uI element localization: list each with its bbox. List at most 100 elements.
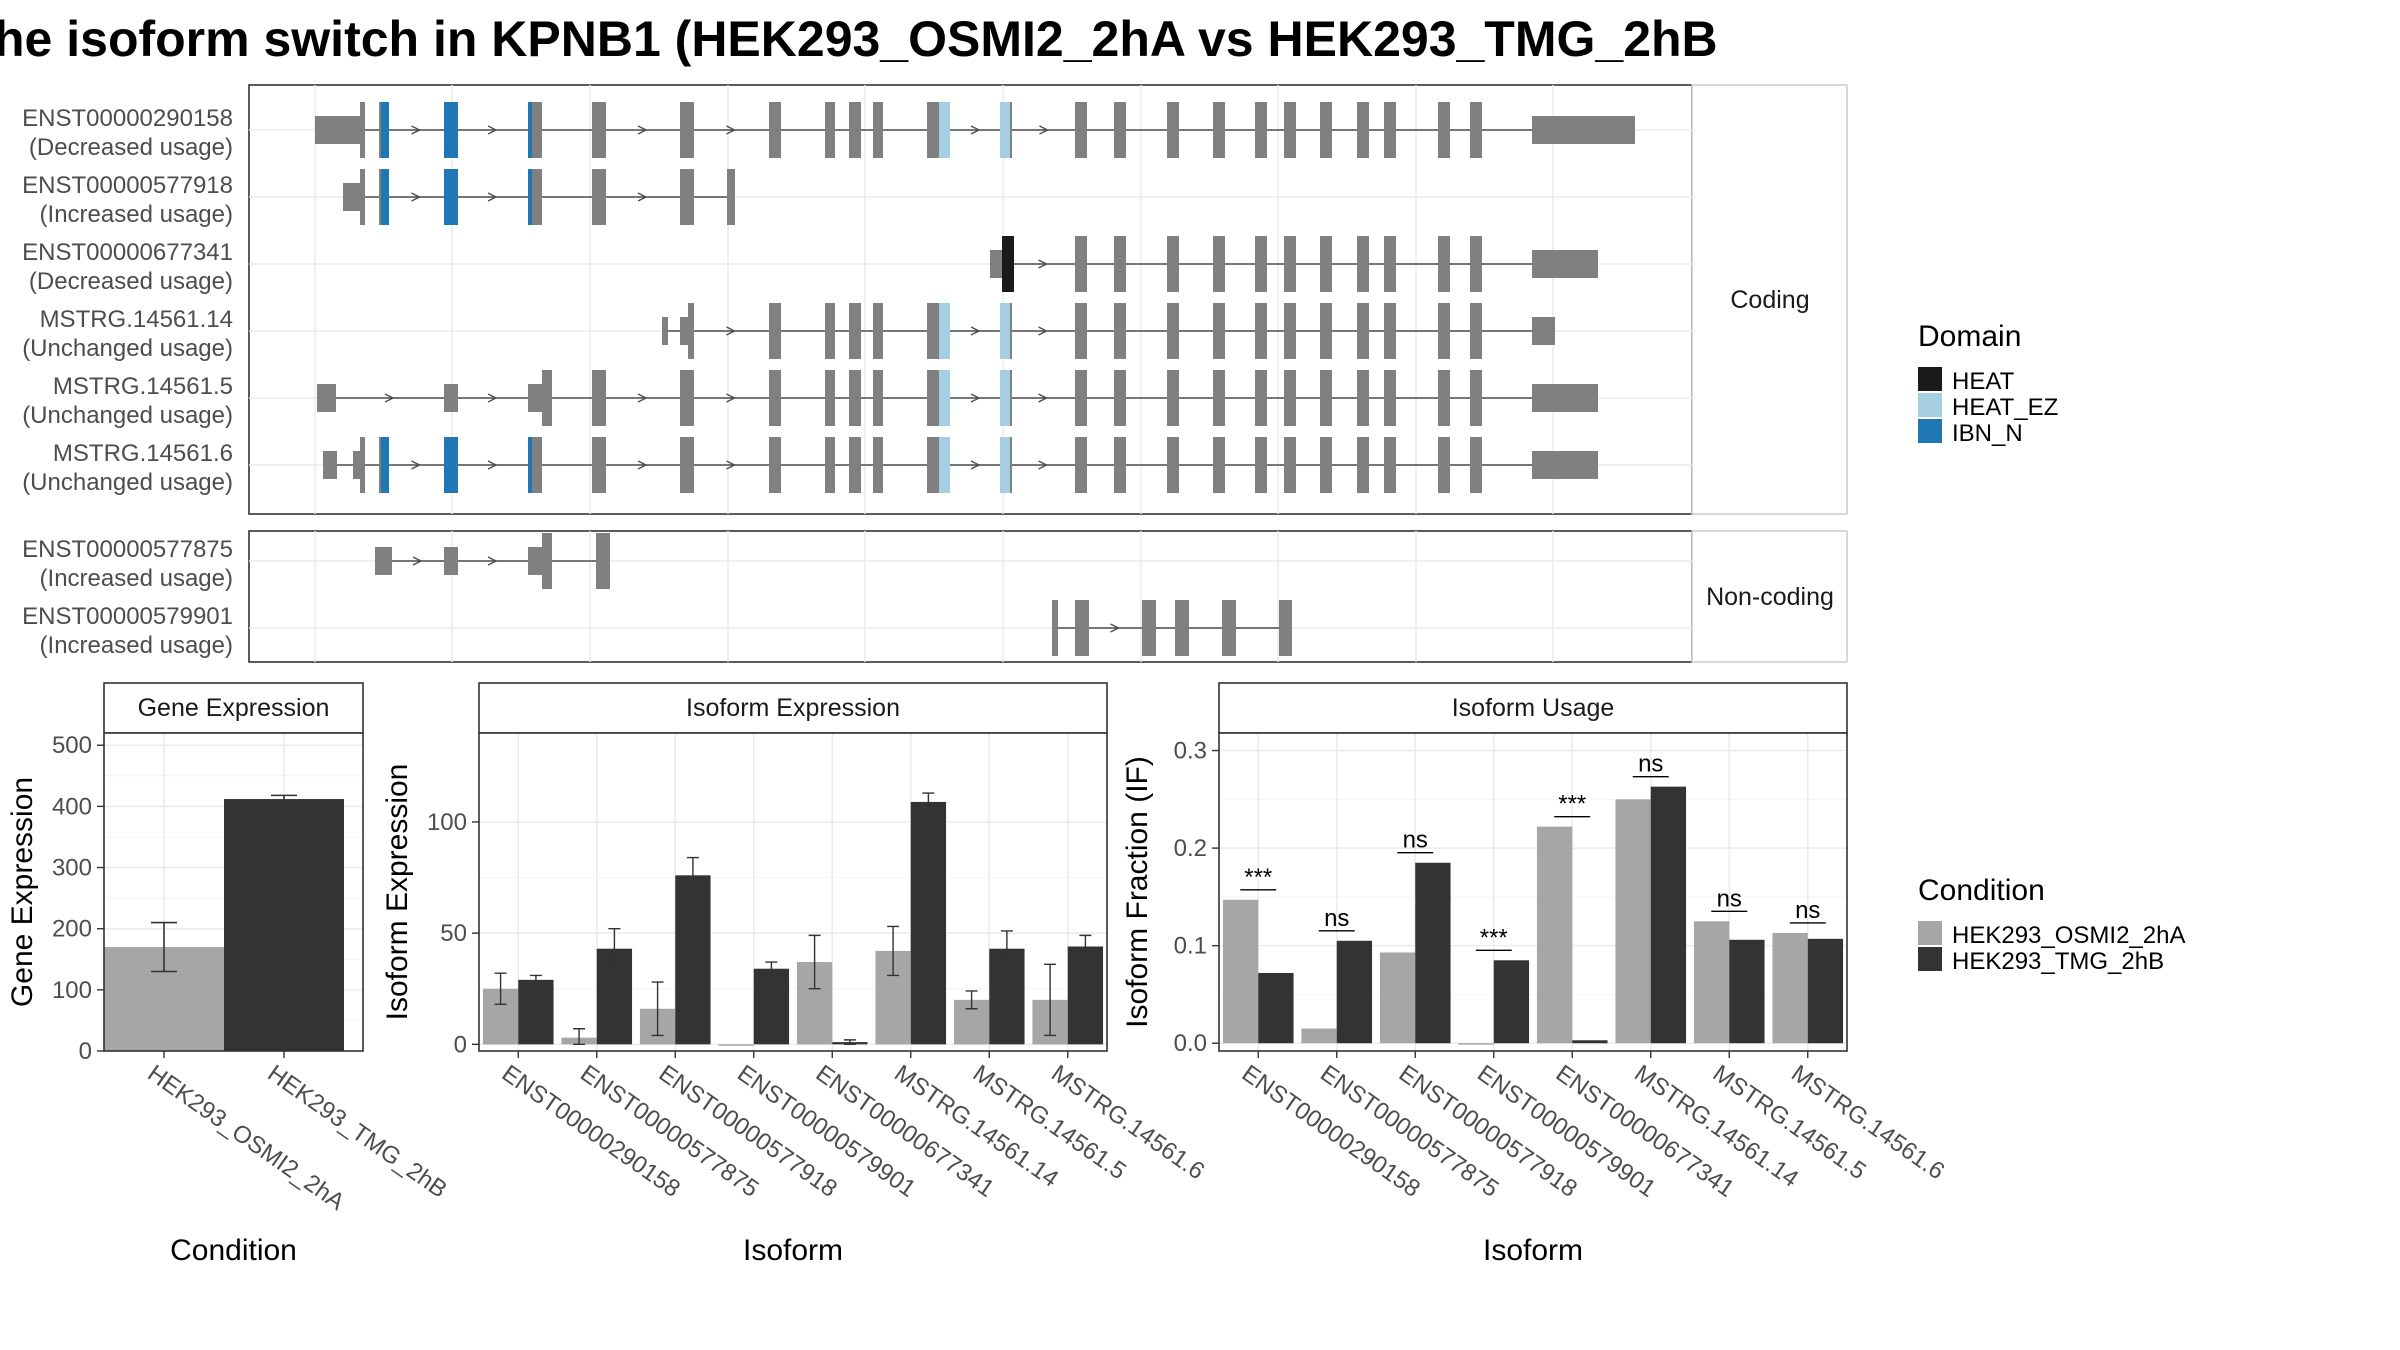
- intron-direction-arrow: [726, 125, 737, 135]
- coding-exon: [542, 533, 552, 589]
- coding-exon: [360, 102, 365, 158]
- x-tick-label: HEK293_OSMI2_2hA: [143, 1060, 350, 1216]
- utr-exon: [1532, 451, 1598, 479]
- coding-exon: [1213, 437, 1225, 493]
- coding-exon: [769, 370, 781, 426]
- heat-ez-domain: [1000, 370, 1010, 426]
- chart-title: Gene Expression: [138, 694, 330, 722]
- coding-exon: [1255, 437, 1267, 493]
- coding-exon: [1284, 102, 1296, 158]
- error-bar: [573, 1028, 586, 1046]
- isoform-usage-label: (Decreased usage): [29, 268, 233, 295]
- bar: [1067, 946, 1104, 1045]
- coding-exon: [825, 102, 835, 158]
- y-tick-label: 100: [427, 809, 467, 836]
- ibn-n-domain: [444, 169, 458, 225]
- coding-exon: [1213, 102, 1225, 158]
- bar: [718, 1044, 754, 1046]
- bar: [1336, 940, 1373, 1044]
- significance-label: ***: [1244, 864, 1272, 891]
- error-bar: [608, 927, 621, 970]
- coding-exon: [769, 437, 781, 493]
- intron-direction-arrow: [726, 460, 737, 470]
- intron-direction-arrow: [637, 393, 648, 403]
- figure-title: he isoform switch in KPNB1 (HEK293_OSMI2…: [0, 11, 1718, 67]
- intron-direction-arrow: [1110, 623, 1121, 633]
- coding-exon: [1075, 303, 1087, 359]
- coding-structure-panel: Coding: [248, 84, 1848, 515]
- intron-direction-arrow: [726, 326, 737, 336]
- isoform-usage-label: (Unchanged usage): [22, 335, 233, 362]
- significance-label: ns: [1324, 905, 1349, 932]
- heat-ez-domain: [1000, 102, 1010, 158]
- error-bar: [151, 921, 177, 973]
- coding-exon: [769, 102, 781, 158]
- coding-exon: [1320, 437, 1332, 493]
- isoform-usage-label: (Increased usage): [40, 632, 233, 659]
- coding-exon: [1438, 437, 1450, 493]
- coding-exon: [1438, 236, 1450, 292]
- bar: [518, 979, 554, 1045]
- utr-exon: [444, 547, 458, 575]
- bar: [1415, 862, 1451, 1044]
- intron-direction-arrow: [1038, 460, 1049, 470]
- y-tick-label: 300: [52, 855, 92, 882]
- bar: [675, 875, 711, 1045]
- intron-direction-arrow: [384, 393, 395, 403]
- y-tick-label: 0: [79, 1038, 92, 1065]
- condition-legend-title: Condition: [1918, 874, 2045, 907]
- y-axis-title: Isoform Expression: [381, 764, 414, 1021]
- y-tick-label: 100: [52, 977, 92, 1004]
- heat-domain: [1002, 236, 1014, 292]
- y-tick-label: 0: [454, 1031, 467, 1058]
- error-bar: [808, 934, 821, 990]
- coding-exon: [1255, 303, 1267, 359]
- legend-label: HEAT_EZ: [1952, 394, 2058, 421]
- coding-exon: [592, 370, 606, 426]
- coding-exon: [1357, 370, 1369, 426]
- coding-exon: [1075, 102, 1087, 158]
- heat-ez-domain: [939, 437, 950, 493]
- utr-exon: [1532, 317, 1555, 345]
- coding-exon: [1357, 102, 1369, 158]
- coding-strip-label: Coding: [1730, 286, 1809, 314]
- coding-exon: [596, 533, 610, 589]
- intron-direction-arrow: [487, 556, 498, 566]
- intron-direction-arrow: [637, 192, 648, 202]
- y-tick-label: 50: [440, 920, 467, 947]
- coding-exon: [1114, 370, 1126, 426]
- isoform-usage-label: (Increased usage): [40, 565, 233, 592]
- intron-direction-arrow: [1039, 125, 1050, 135]
- coding-exon: [825, 370, 835, 426]
- coding-exon: [680, 102, 694, 158]
- intron-direction-arrow: [970, 125, 981, 135]
- intron-direction-arrow: [1038, 393, 1049, 403]
- error-bar: [1044, 963, 1057, 1037]
- utr-exon: [1532, 116, 1635, 144]
- coding-exon: [1075, 437, 1087, 493]
- error-bar: [1000, 930, 1013, 968]
- coding-exon: [1167, 102, 1179, 158]
- coding-exon: [769, 303, 781, 359]
- coding-exon: [849, 102, 861, 158]
- isoform-usage-label: (Increased usage): [40, 201, 233, 228]
- intron-direction-arrow: [411, 192, 422, 202]
- coding-exon: [1114, 236, 1126, 292]
- utr-exon: [680, 317, 688, 345]
- condition-legend: Condition HEK293_OSMI2_2hA HEK293_TMG_2h…: [1918, 874, 2185, 975]
- ibn-n-domain: [444, 102, 458, 158]
- intron-direction-arrow: [411, 460, 422, 470]
- significance-label: ns: [1403, 827, 1428, 854]
- chart-title: Isoform Expression: [686, 694, 900, 722]
- coding-exon: [873, 437, 883, 493]
- legend-label: HEK293_OSMI2_2hA: [1952, 922, 2185, 949]
- bar: [1772, 932, 1808, 1044]
- coding-exon: [1470, 102, 1482, 158]
- legend-swatch-ibn-n: [1918, 419, 1942, 443]
- legend-swatch-heat-ez: [1918, 393, 1942, 417]
- coding-exon: [849, 303, 861, 359]
- coding-exon: [1114, 303, 1126, 359]
- intron-direction-arrow: [970, 326, 981, 336]
- intron-direction-arrow: [1038, 326, 1049, 336]
- utr-exon: [528, 547, 542, 575]
